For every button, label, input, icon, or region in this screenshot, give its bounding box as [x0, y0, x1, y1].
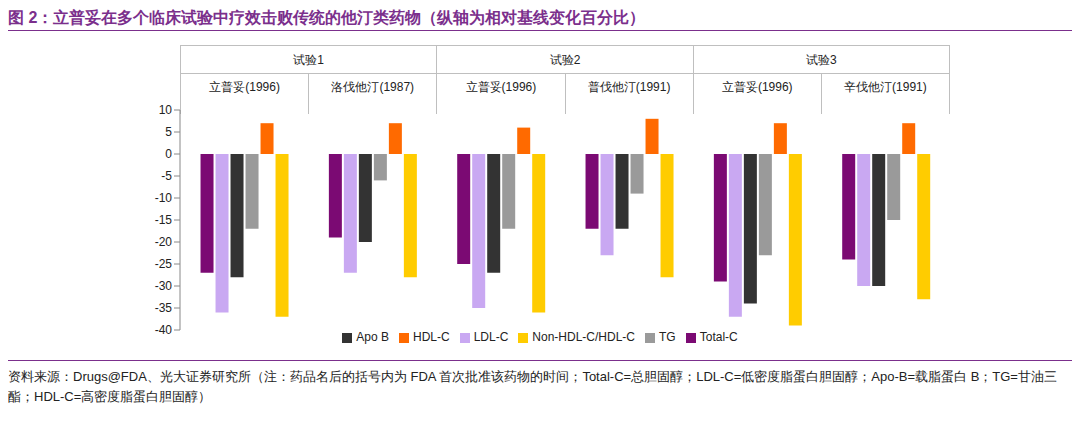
html-text:普伐他汀(1991): 普伐他汀(1991)	[587, 80, 671, 94]
svg-text:-15: -15	[155, 213, 173, 227]
svg-text:10: 10	[159, 103, 173, 117]
html-text:Apo B: Apo B	[356, 330, 389, 344]
html-text:Total-C: Total-C	[699, 330, 738, 344]
html-text:图 2：立普妥在多个临床试验中疗效击败传统的他汀类药物（纵轴: 图 2：立普妥在多个临床试验中疗效击败传统的他汀类药物（纵轴为相对基线变化百分比…	[8, 9, 646, 26]
html-text:立普妥(1996): 立普妥(1996)	[721, 80, 793, 94]
svg-text:5: 5	[165, 125, 172, 139]
svg-text:-5: -5	[161, 169, 172, 183]
html-text:试验1: 试验1	[293, 53, 324, 67]
svg-text:-20: -20	[155, 235, 173, 249]
svg-text:-10: -10	[155, 191, 173, 205]
html-text:立普妥(1996): 立普妥(1996)	[465, 80, 537, 94]
svg-text:-40: -40	[155, 323, 173, 337]
svg-text:-30: -30	[155, 279, 173, 293]
html-text:TG: TG	[659, 330, 676, 344]
html-text:试验2: 试验2	[549, 53, 581, 67]
html-text:资料来源：Drugs@FDA、光大证券研究所（注：药品名后的: 资料来源：Drugs@FDA、光大证券研究所（注：药品名后的括号内为 FDA 首…	[8, 369, 1057, 404]
html-text:Non-HDL-C/HDL-C: Non-HDL-C/HDL-C	[532, 330, 635, 344]
html-text:立普妥(1996): 立普妥(1996)	[209, 80, 280, 94]
html-text:试验3: 试验3	[806, 53, 837, 67]
svg-text:0: 0	[165, 147, 172, 161]
svg-text:-25: -25	[155, 257, 173, 271]
svg-text:-35: -35	[155, 301, 173, 315]
html-text:LDL-C: LDL-C	[473, 330, 509, 344]
html-text:洛伐他汀(1987): 洛伐他汀(1987)	[331, 80, 415, 94]
html-text:HDL-C: HDL-C	[413, 330, 450, 344]
html-text:辛伐他汀(1991): 辛伐他汀(1991)	[844, 80, 927, 94]
